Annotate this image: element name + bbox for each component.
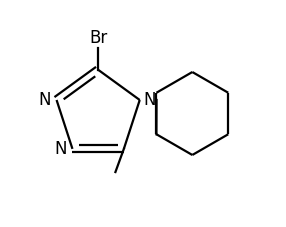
Text: N: N [54, 140, 67, 158]
Text: N: N [143, 91, 156, 109]
Text: Br: Br [89, 29, 107, 47]
Text: N: N [38, 91, 51, 109]
